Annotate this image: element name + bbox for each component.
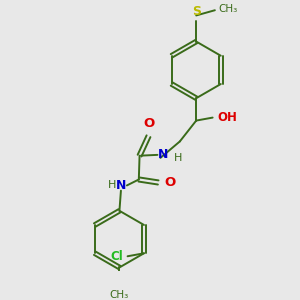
Text: CH₃: CH₃ (219, 4, 238, 14)
Text: OH: OH (217, 111, 237, 124)
Text: S: S (192, 5, 201, 18)
Text: H: H (108, 180, 116, 190)
Text: H: H (174, 153, 182, 163)
Text: O: O (164, 176, 176, 189)
Text: N: N (158, 148, 169, 161)
Text: O: O (144, 116, 155, 130)
Text: N: N (116, 179, 126, 192)
Text: CH₃: CH₃ (110, 290, 129, 300)
Text: Cl: Cl (110, 250, 123, 263)
